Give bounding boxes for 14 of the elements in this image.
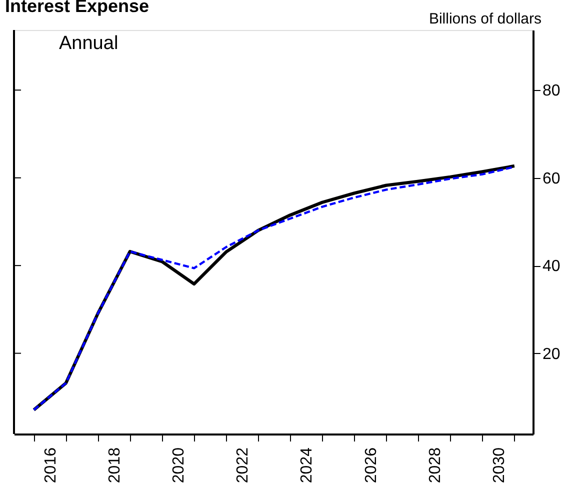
annotation: Annual bbox=[59, 33, 118, 54]
x-tick-label: 2018 bbox=[106, 447, 124, 484]
x-tick-label: 2030 bbox=[490, 447, 508, 484]
y-tick-label: 80 bbox=[542, 82, 560, 100]
x-tick-label: 2022 bbox=[234, 447, 252, 484]
x-tick-label: 2024 bbox=[298, 447, 316, 484]
y-tick-label: 40 bbox=[542, 258, 560, 276]
x-tick-label: 2026 bbox=[362, 447, 380, 484]
y-axis-title: Billions of dollars bbox=[428, 10, 542, 28]
x-tick-label: 2016 bbox=[42, 447, 60, 484]
y-tick-label: 60 bbox=[542, 170, 560, 188]
y-tick-label: 20 bbox=[542, 346, 560, 363]
x-tick-label: 2020 bbox=[170, 447, 188, 484]
x-tick-label: 2028 bbox=[426, 447, 444, 484]
